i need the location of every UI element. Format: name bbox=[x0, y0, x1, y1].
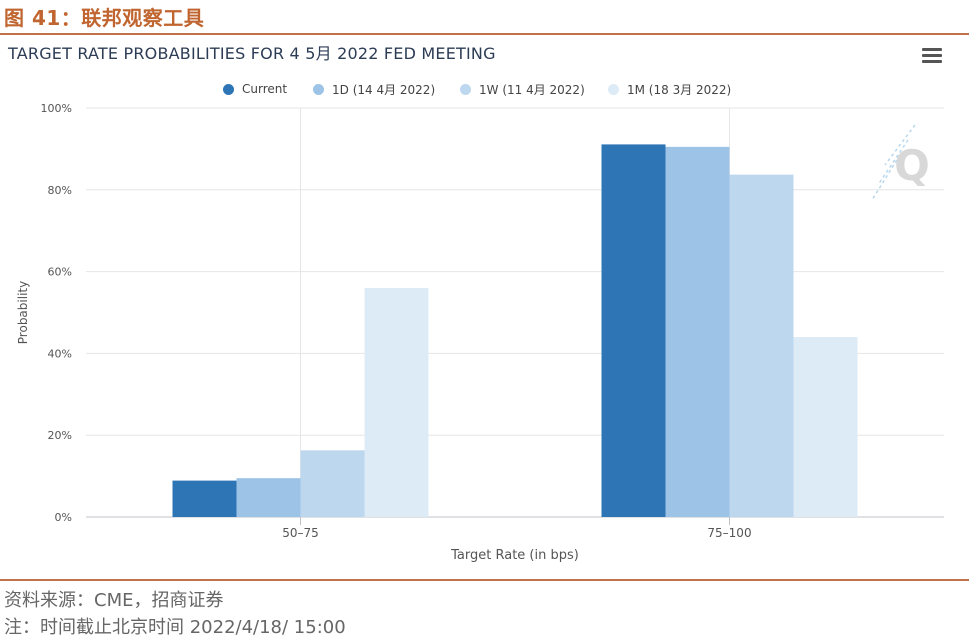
bar-chart: 0% 20% 40% 60% 80% 100% 50–75 75–100 Target Rate… bbox=[16, 102, 944, 563]
time-note: 注：时间截止北京时间 2022/4/18/ 15:00 bbox=[4, 617, 346, 638]
legend-label-1d: 1D (14 4月 2022) bbox=[332, 82, 436, 97]
legend-dot-1d bbox=[313, 83, 324, 95]
y-tick-label: 60% bbox=[48, 266, 72, 279]
q-logo-icon: Q bbox=[871, 124, 930, 201]
y-tick-label: 0% bbox=[55, 511, 72, 524]
legend-dot-1w bbox=[460, 83, 471, 95]
legend-item-1m[interactable]: 1M (18 3月 2022) bbox=[608, 80, 731, 98]
legend-label-1w: 1W (11 4月 2022) bbox=[479, 82, 585, 97]
y-tick-label: 20% bbox=[48, 429, 72, 442]
chart-title: TARGET RATE PROBABILITIES FOR 4 5月 2022 … bbox=[8, 44, 496, 63]
figure-caption: 图 41：联邦观察工具 bbox=[4, 6, 205, 30]
bar[interactable] bbox=[665, 146, 730, 518]
legend-dot-current bbox=[223, 83, 234, 95]
chart-legend: Current 1D (14 4月 2022) 1W (11 4月 2022) … bbox=[0, 80, 979, 98]
bar[interactable] bbox=[729, 174, 794, 517]
source-divider bbox=[0, 579, 969, 581]
legend-item-1d[interactable]: 1D (14 4月 2022) bbox=[313, 80, 435, 98]
legend-label-1m: 1M (18 3月 2022) bbox=[627, 82, 732, 97]
bar[interactable] bbox=[601, 144, 666, 517]
bar[interactable] bbox=[236, 478, 301, 517]
x-axis-title: Target Rate (in bps) bbox=[450, 548, 579, 563]
legend-item-current[interactable]: Current bbox=[223, 80, 287, 98]
svg-text:Q: Q bbox=[894, 141, 930, 190]
y-tick-label: 80% bbox=[48, 184, 72, 197]
hamburger-menu-icon[interactable] bbox=[922, 48, 942, 64]
caption-divider bbox=[0, 33, 969, 35]
y-tick-label: 40% bbox=[48, 347, 72, 360]
x-tick-label: 75–100 bbox=[707, 526, 751, 540]
bar[interactable] bbox=[364, 287, 429, 517]
legend-item-1w[interactable]: 1W (11 4月 2022) bbox=[460, 80, 585, 98]
bar[interactable] bbox=[793, 337, 858, 517]
legend-dot-1m bbox=[608, 83, 619, 95]
bar[interactable] bbox=[172, 480, 237, 517]
y-tick-label: 100% bbox=[41, 102, 72, 115]
bar[interactable] bbox=[300, 450, 365, 517]
y-axis-title: Probability bbox=[16, 281, 30, 344]
legend-label-current: Current bbox=[242, 82, 288, 96]
source-note: 资料来源：CME，招商证券 bbox=[4, 590, 224, 611]
x-tick-label: 50–75 bbox=[282, 526, 319, 540]
